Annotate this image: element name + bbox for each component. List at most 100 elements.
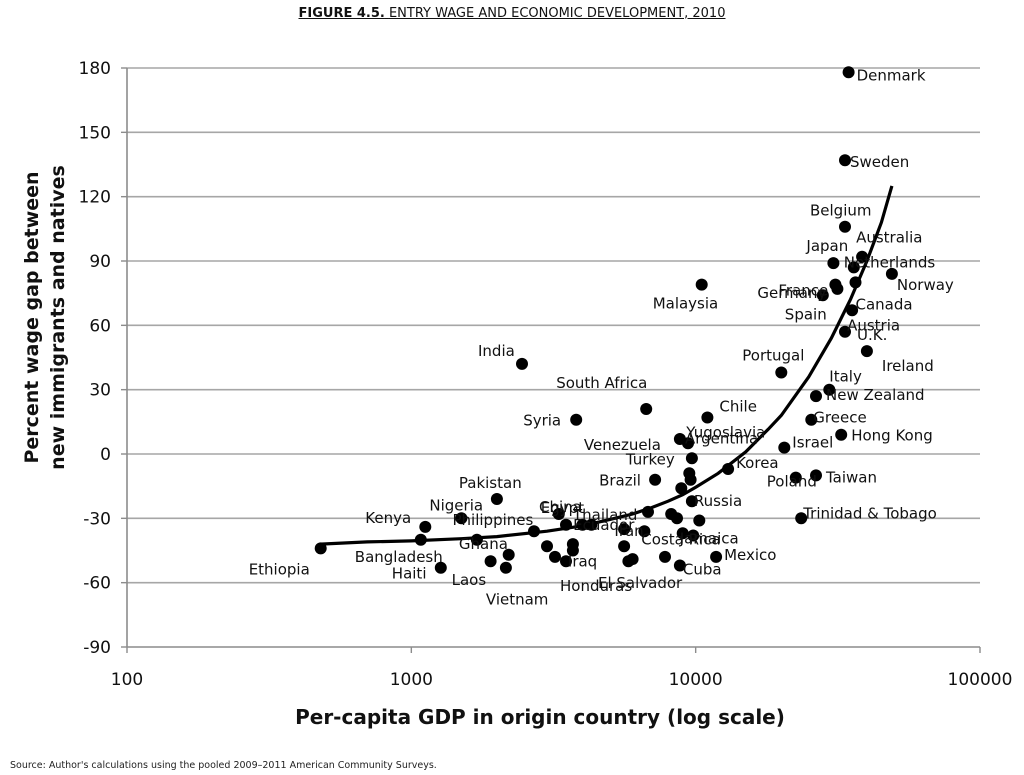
point-label: Jamaica [679,529,739,547]
data-point [885,267,898,280]
x-axis-label: Per-capita GDP in origin country (log sc… [295,705,785,729]
point-label: Portugal [742,347,804,365]
data-point [810,390,822,403]
data-point [687,529,700,542]
data-point [682,437,694,450]
grid-lines [127,67,980,584]
data-point [839,220,851,233]
point-label: Argentina [685,429,758,447]
point-label: Ghana [459,535,508,553]
data-point [502,548,515,561]
data-point [618,523,631,536]
point-label: Trinidad & Tobago [802,504,937,522]
data-point [849,276,862,289]
data-point [528,525,540,538]
point-label: Austria [847,316,900,334]
data-point [816,289,829,302]
point-label: Chile [719,398,757,416]
y-tick-labels: 180 150 120 90 60 30 0 -30 -60 -90 [79,59,111,658]
data-point [640,403,653,415]
point-label: U.K. [857,326,887,344]
point-label: South Africa [556,374,647,392]
data-point [484,555,497,568]
point-label: Italy [829,368,862,386]
data-point [549,550,561,563]
point-label: Turkey [625,450,675,468]
data-point [638,525,651,538]
point-label: Denmark [857,66,926,84]
data-point [419,520,432,533]
point-label: Israel [792,434,833,452]
point-label: Yugoslavia [685,423,765,441]
point-label: Bangladesh [355,548,443,566]
data-point [701,411,714,424]
point-label: New Zealand [826,386,925,404]
x-tick-label: 1000 [390,670,433,690]
data-point [685,452,698,465]
data-point [693,514,706,527]
data-point [775,366,788,379]
y-tick-label: 90 [89,252,111,272]
point-label: Syria [523,412,561,430]
point-label: Ethiopia [249,560,310,578]
data-point [541,540,553,553]
point-label: Nigeria [429,496,483,514]
data-point [795,512,808,525]
data-point [490,493,503,505]
point-label: France [778,282,828,300]
y-tick-label: -60 [83,574,111,594]
point-label: Vietnam [486,591,549,609]
data-point [566,538,579,551]
data-point [684,473,697,486]
point-label: Greece [813,409,866,427]
data-point [695,278,708,291]
data-point [649,473,662,486]
point-label: India [478,342,515,360]
data-point [847,261,860,274]
point-label: Spain [785,305,827,323]
point-label: China [539,498,582,516]
point-label: Costa Rica [641,531,720,549]
x-tick-labels: 100 1000 10000 100000 [111,670,1013,690]
data-point [675,482,688,495]
point-label: Norway [897,276,954,294]
data-point [805,413,818,426]
y-axis-label-line: Percent wage gap between [21,171,43,463]
x-tick-label: 10000 [669,670,723,690]
data-point [839,154,851,167]
point-label: Laos [452,571,487,589]
data-point [722,463,735,475]
point-label: Taiwan [825,468,877,486]
y-tick-label: 150 [79,123,111,143]
x-tick-label: 100000 [948,670,1013,690]
y-tick-label: 60 [89,316,111,336]
point-label: Ireland [882,357,934,375]
data-point [552,508,565,520]
data-point [846,304,859,317]
source-note: Source: Author's calculations using the … [10,760,437,771]
point-label: Poland [767,473,817,491]
point-label: Germany [757,284,826,302]
x-tick-label: 100 [111,670,143,690]
point-labels: Denmark Sweden Belgium Australia Netherlands… [249,66,954,608]
point-label: Kenya [365,509,411,527]
point-label: Mexico [724,546,776,564]
point-label: Philippines [453,511,534,529]
point-label: Iraq [568,553,597,571]
point-label: Japan [805,237,848,255]
point-label: Ecuador [573,516,635,534]
point-label: Haiti [392,565,427,583]
data-point [585,518,598,531]
data-point [659,550,671,563]
y-tick-label: 30 [89,381,111,401]
data-point [626,553,639,566]
figure-title: FIGURE 4.5. ENTRY WAGE AND ECONOMIC DEVE… [0,6,1024,21]
data-point [685,495,698,508]
data-point [831,282,844,295]
y-axis-label: Percent wage gap between new immigrants a… [21,165,69,470]
point-label: Brazil [599,472,641,490]
point-label: Malaysia [653,295,719,313]
data-points [314,66,898,574]
point-label: Pakistan [459,474,522,492]
data-point [842,66,855,79]
